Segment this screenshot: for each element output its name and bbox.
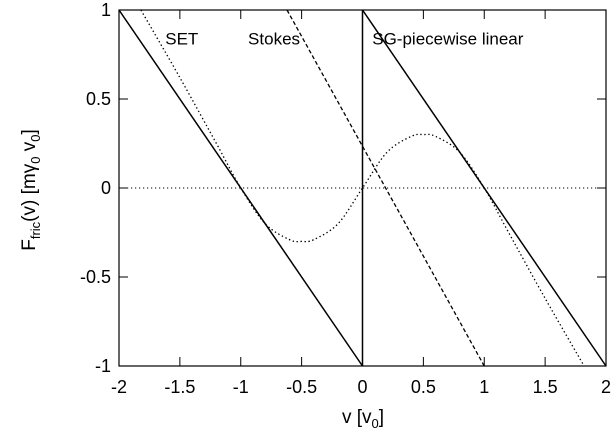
y-tick-label: -0.5 bbox=[80, 267, 111, 287]
y-tick-label: -1 bbox=[95, 356, 111, 376]
annotation-layer: SET Stokes SG-piecewise linear bbox=[165, 29, 523, 48]
y-tick-label: 1 bbox=[101, 0, 111, 20]
x-axis-label: v [v0] bbox=[342, 407, 384, 431]
series-layer bbox=[118, 9, 607, 367]
annotation-set: SET bbox=[165, 29, 198, 48]
annotation-sg-piecewise-linear: SG-piecewise linear bbox=[372, 29, 524, 48]
x-tick-label: -1.5 bbox=[164, 377, 195, 397]
x-tick-label: 0.5 bbox=[411, 377, 436, 397]
x-tick-label: 1.5 bbox=[533, 377, 558, 397]
y-tick-label: 0 bbox=[101, 178, 111, 198]
y-axis-label: Ffric(v) [mγ0 v0] bbox=[19, 129, 43, 251]
x-tick-label: 2 bbox=[601, 377, 611, 397]
series-line-stokes bbox=[286, 9, 485, 367]
x-tick-label: 0 bbox=[357, 377, 367, 397]
y-tick-label: 0.5 bbox=[86, 89, 111, 109]
annotation-stokes: Stokes bbox=[248, 29, 300, 48]
x-tick-label: -0.5 bbox=[286, 377, 317, 397]
x-tick-label: -2 bbox=[111, 377, 127, 397]
x-tick-label: -1 bbox=[233, 377, 249, 397]
tick-layer: -2 -1.5 -1 -0.5 0 0.5 1 1.5 2 -1 -0.5 0 0.5 1 bbox=[80, 0, 611, 397]
x-tick-label: 1 bbox=[479, 377, 489, 397]
